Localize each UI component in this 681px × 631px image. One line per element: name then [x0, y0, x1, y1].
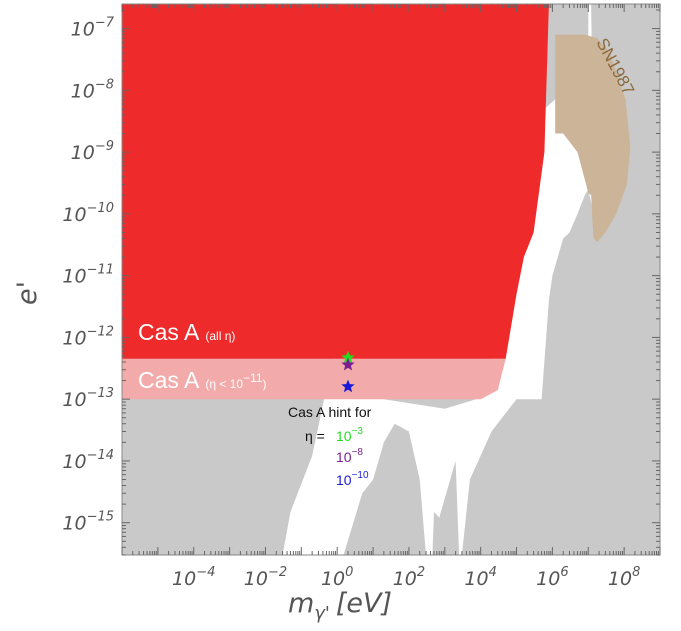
x-tick-label: 100 [321, 565, 353, 590]
hint-star [341, 379, 355, 393]
hint-eta-value: 10−8 [336, 447, 363, 465]
x-tick-label: 10−4 [172, 565, 215, 590]
label-cas-a-all-eta: Cas A (all η) [138, 319, 235, 345]
hint-eta-value: 10−3 [336, 426, 363, 444]
hint-star [341, 350, 355, 364]
y-tick-label: 10−12 [62, 324, 114, 349]
hint-star [341, 357, 355, 371]
y-tick-label: 10−7 [71, 16, 115, 41]
x-tick-label: 10−2 [244, 565, 287, 590]
y-axis-title: e' [12, 281, 43, 305]
y-tick-label: 10−11 [62, 263, 114, 288]
hint-eta-label: η = [305, 428, 325, 444]
exclusion-regions [122, 4, 660, 555]
y-tick-label: 10−13 [62, 386, 114, 411]
y-tick-label: 10−14 [62, 448, 114, 473]
x-axis-title: mγ' [eV] [288, 588, 392, 624]
y-tick-label: 10−15 [62, 510, 114, 535]
y-tick-label: 10−10 [62, 201, 114, 226]
region-cas-a-eta-small [122, 358, 506, 400]
label-cas-a-eta-small: Cas A (η < 10−11) [138, 367, 267, 393]
plot-frame [121, 3, 661, 556]
x-tick-label: 102 [393, 565, 425, 590]
y-tick-label: 10−8 [71, 77, 114, 102]
x-tick-label: 104 [464, 565, 496, 590]
region-cas-a-all-eta [122, 4, 549, 359]
y-tick-label: 10−9 [71, 139, 114, 164]
x-tick-label: 108 [608, 565, 640, 590]
region-sn1987 [555, 34, 631, 242]
hint-markers [341, 350, 355, 393]
hint-eta-value: 10−10 [336, 470, 369, 488]
axis-ticks: 10−4 10−2 100 102 104 106 108 10−15 10−14 10−13 10… [62, 4, 661, 590]
x-tick-label: 106 [536, 565, 568, 590]
plot-border [121, 3, 661, 556]
hint-title: Cas A hint for [288, 404, 372, 420]
